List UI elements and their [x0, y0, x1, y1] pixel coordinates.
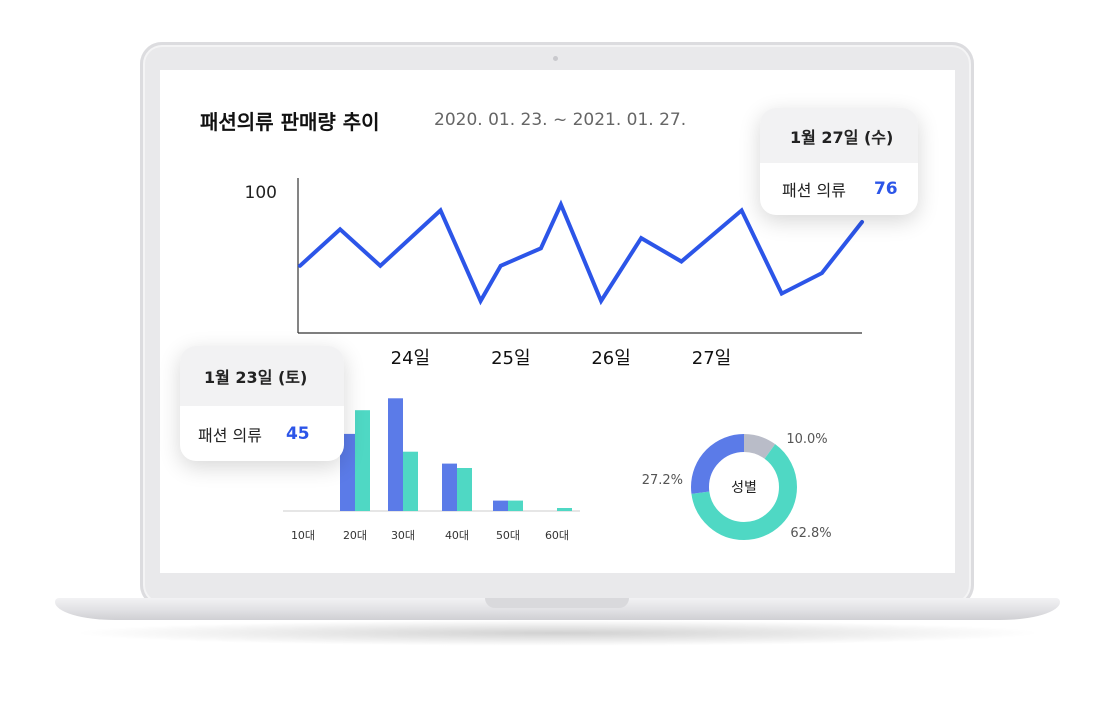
camera-icon	[553, 56, 558, 61]
donut-chart: 10.0% 62.8% 27.2% 성별	[642, 432, 832, 541]
laptop-base-notch	[485, 598, 629, 608]
bar-x-tick-label: 40대	[445, 529, 469, 542]
tooltip-date: 1월 27일 (수)	[760, 108, 918, 163]
bar	[388, 398, 403, 511]
date-range: 2020. 01. 23. ~ 2021. 01. 27.	[434, 110, 687, 130]
chart-title: 패션의류 판매량 추이	[200, 110, 380, 134]
donut-slice-label: 27.2%	[642, 473, 683, 488]
donut-slice	[691, 434, 797, 540]
bar	[340, 433, 355, 511]
bar-x-tick-label: 10대	[291, 529, 315, 542]
line-x-tick-label: 25일	[491, 348, 530, 369]
laptop-base	[55, 598, 1060, 620]
bar	[493, 500, 508, 511]
bar	[557, 508, 572, 511]
line-x-tick-label: 27일	[692, 348, 731, 369]
laptop-shadow	[70, 620, 1045, 646]
bar	[442, 463, 457, 511]
tooltip-label: 패션 의류	[782, 181, 846, 200]
tooltip-value: 76	[873, 179, 898, 199]
donut-slice-label: 62.8%	[790, 526, 831, 541]
bar-x-tick-label: 30대	[391, 529, 415, 542]
line-x-tick-label: 24일	[391, 348, 430, 369]
donut-slice-label: 10.0%	[786, 432, 827, 447]
tooltip-value: 45	[285, 423, 310, 444]
tooltip-label: 패션 의류	[198, 425, 262, 445]
bar	[355, 410, 370, 511]
line-x-tick-label: 26일	[591, 348, 630, 369]
line-y-tick-label: 100	[245, 183, 277, 203]
bar-x-tick-label: 60대	[545, 529, 569, 542]
bar	[508, 500, 523, 511]
bar-chart: 10대 20대 30대 40대 50대 60대	[283, 398, 580, 542]
donut-center-label: 성별	[731, 480, 757, 496]
tooltip-body: 패션 의류 45	[180, 406, 344, 461]
tooltip-jan23: 1월 23일 (토) 패션 의류 45	[180, 346, 344, 461]
tooltip-date: 1월 23일 (토)	[180, 346, 344, 406]
bar-x-tick-label: 50대	[496, 529, 520, 542]
bar	[403, 451, 418, 511]
bar	[457, 468, 472, 511]
bar-x-tick-label: 20대	[343, 529, 367, 542]
donut-slice	[691, 434, 797, 540]
tooltip-jan27: 1월 27일 (수) 패션 의류 76	[760, 108, 918, 215]
line-series	[298, 199, 864, 306]
tooltip-body: 패션 의류 76	[760, 163, 918, 215]
